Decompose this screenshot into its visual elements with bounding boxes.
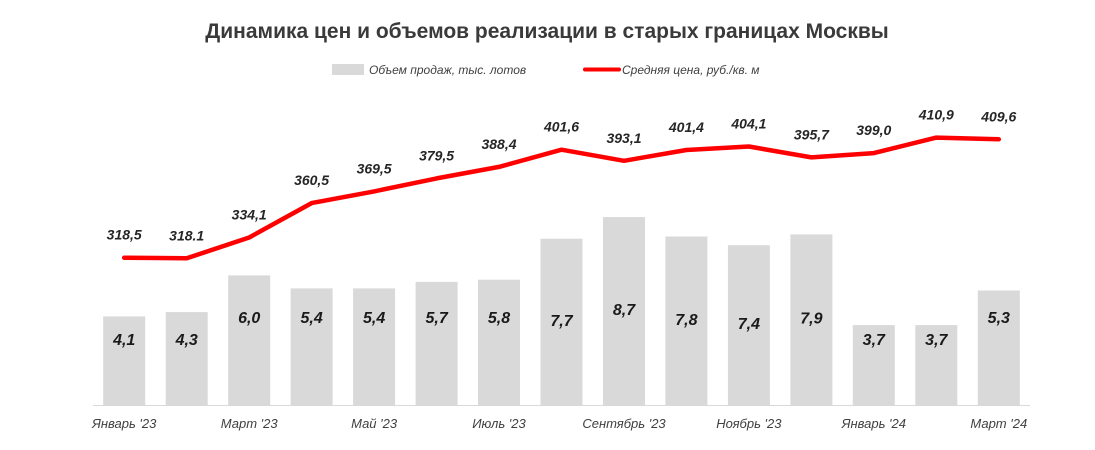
legend-label-price: Средняя цена, руб./кв. м [622, 63, 760, 77]
bar-value-label: 5,7 [425, 310, 448, 327]
x-tick-label: Июль '23 [472, 416, 526, 431]
bar-value-label: 4,3 [175, 332, 198, 349]
bar [727, 245, 770, 405]
price-line [121, 135, 1002, 261]
bar [228, 275, 271, 405]
line-value-label: 369,5 [357, 160, 392, 176]
bar-value-label: 5,3 [988, 310, 1010, 327]
bar-value-label: 5,4 [363, 310, 385, 327]
bar-value-label: 3,7 [863, 332, 886, 349]
x-tick-label: Март '24 [970, 416, 1027, 431]
legend-swatch-volume [332, 64, 364, 75]
line-value-label: 401,6 [543, 119, 579, 135]
line-value-label: 409,6 [980, 108, 1016, 124]
line-value-label: 360,5 [294, 172, 329, 188]
line-value-label: 410,9 [918, 107, 954, 123]
x-tick-label: Январь '24 [841, 416, 906, 431]
legend-label-volume: Объем продаж, тыс. лотов [369, 63, 526, 77]
bar-value-label: 7,8 [675, 312, 697, 329]
bar-series: 4,1 4,3 6,0 5,4 5,4 5,7 5,8 7,7 8,7 7,8 7,4 7,9 3,7 3… [103, 217, 1020, 405]
line-value-label: 379,5 [419, 147, 454, 163]
bar-value-label: 4,1 [112, 332, 135, 349]
x-tick-label: Ноябрь '23 [716, 416, 782, 431]
line-value-label: 395,7 [794, 126, 830, 142]
bar [915, 325, 958, 405]
bar [790, 234, 833, 405]
line-series: 318,5 318.1 334,1 360,5 369,5 379,5 388,4 401,6… [107, 107, 1017, 261]
bar [478, 279, 520, 405]
line-value-label: 334,1 [232, 207, 267, 223]
bar-value-label: 7,4 [738, 316, 760, 333]
bar [852, 325, 895, 405]
x-tick-label: Март '23 [221, 416, 279, 431]
line-value-label: 404,1 [730, 116, 766, 132]
chart-title: Динамика цен и объемов реализации в стар… [205, 20, 888, 43]
line-value-label: 401,4 [668, 119, 704, 135]
bar-value-label: 5,8 [488, 310, 510, 327]
bar [603, 217, 645, 405]
bar [415, 281, 458, 405]
line-value-label: 318.1 [169, 227, 204, 243]
bar [977, 290, 1020, 405]
bar-value-label: 6,0 [238, 310, 260, 327]
line-value-label: 393,1 [606, 130, 641, 146]
bar [165, 312, 208, 405]
bar-value-label: 7,9 [800, 311, 822, 328]
bar-value-label: 8,7 [613, 302, 636, 319]
bar [290, 288, 333, 405]
x-tick-label: Январь '23 [91, 416, 157, 431]
bar-value-label: 7,7 [550, 313, 573, 330]
x-tick-label: Сентябрь '23 [582, 416, 666, 431]
bar-value-label: 3,7 [925, 332, 948, 349]
bar [540, 238, 583, 405]
line-value-label: 388,4 [481, 136, 516, 152]
x-axis: Январь '23 Март '23 Май '23 Июль '23 Сентябр… [91, 405, 1030, 431]
bar [103, 316, 146, 405]
bar-value-label: 5,4 [300, 310, 322, 327]
line-value-label: 399,0 [856, 122, 891, 138]
legend: Объем продаж, тыс. лотов Средняя цена, р… [332, 63, 760, 77]
x-tick-label: Май '23 [351, 416, 398, 431]
line-value-label: 318,5 [107, 227, 142, 243]
bar [665, 236, 708, 405]
bar [353, 288, 396, 405]
